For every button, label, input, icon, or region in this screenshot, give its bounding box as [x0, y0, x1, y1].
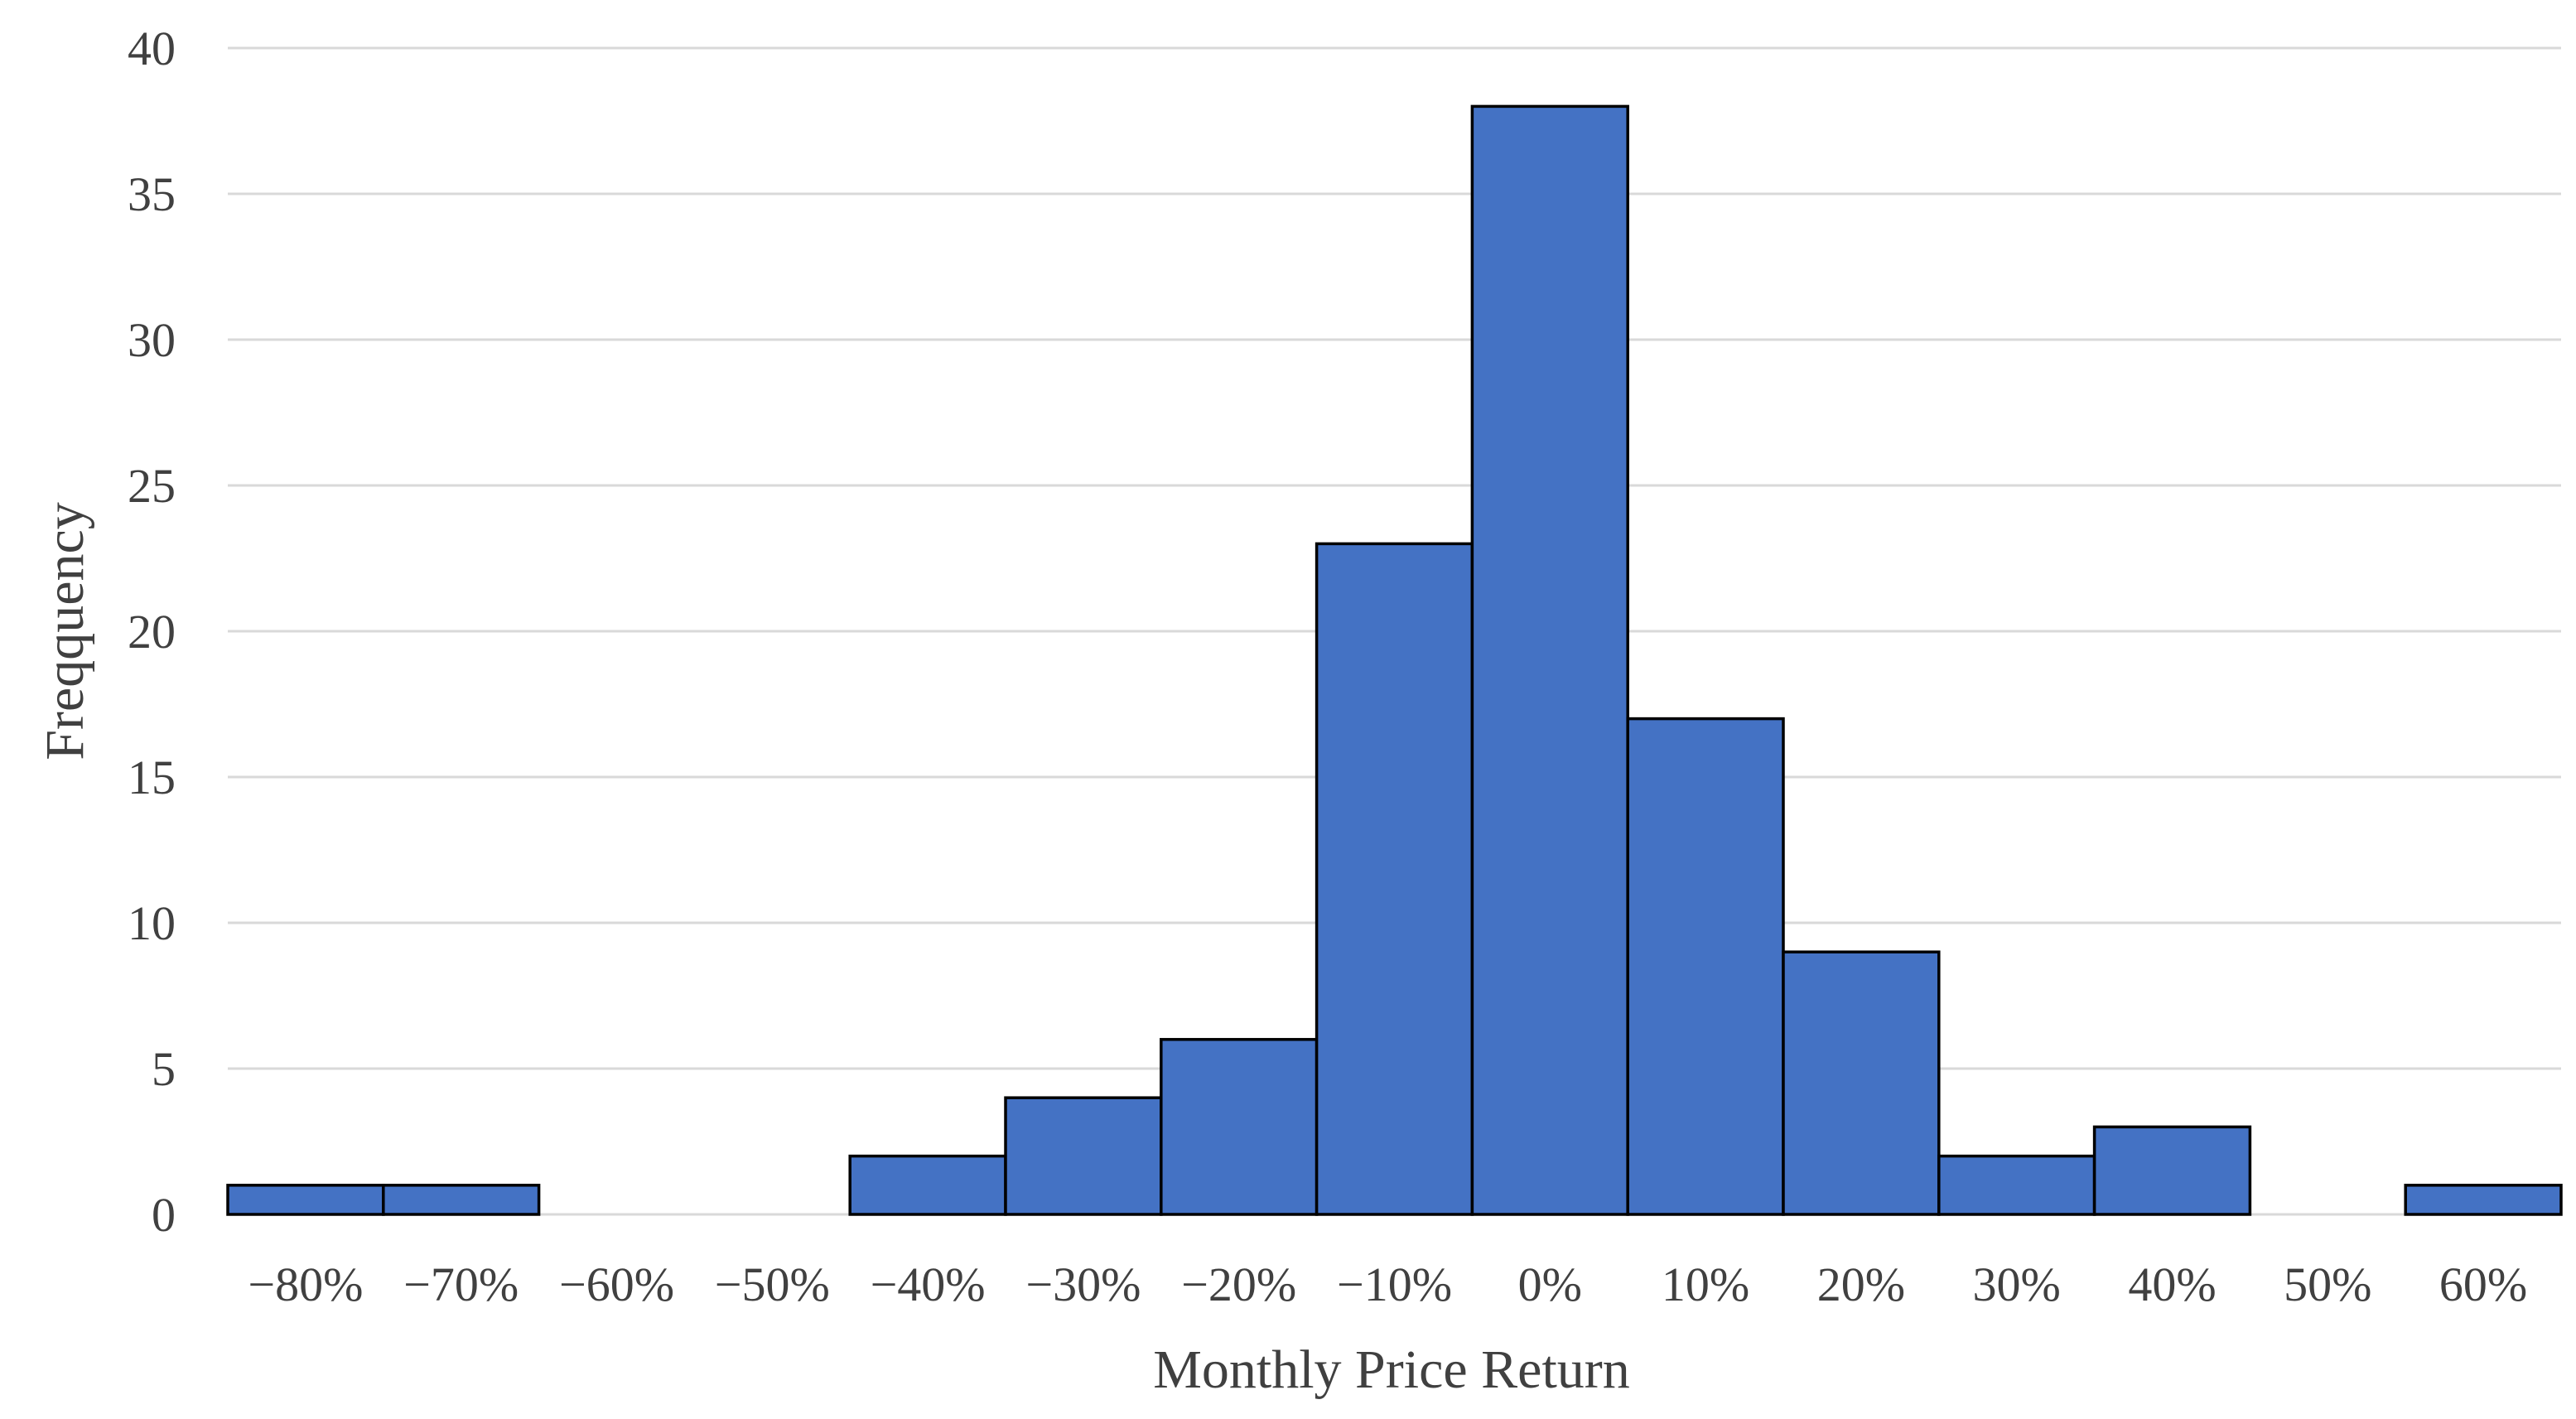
bar — [1160, 1038, 1319, 1216]
bar — [2404, 1184, 2563, 1216]
x-tick-label: 50% — [2284, 1257, 2371, 1311]
bar — [1004, 1096, 1163, 1216]
y-tick-label: 0 — [152, 1188, 176, 1242]
y-tick-label: 15 — [128, 751, 176, 804]
x-tick-label: −60% — [559, 1257, 674, 1311]
x-tick-label: 10% — [1662, 1257, 1749, 1311]
y-tick-label: 5 — [152, 1042, 176, 1096]
bar — [226, 1184, 385, 1216]
x-tick-label: 30% — [1973, 1257, 2061, 1311]
bar — [1937, 1154, 2096, 1216]
bar — [382, 1184, 541, 1216]
y-tick-labels: 0 5 10 15 20 25 30 35 40 — [128, 22, 176, 1242]
x-tick-label: 60% — [2439, 1257, 2527, 1311]
bar — [2092, 1125, 2252, 1216]
y-axis-title: Freqquency — [35, 502, 95, 760]
x-axis-title: Monthly Price Return — [1153, 1339, 1630, 1400]
y-tick-label: 20 — [128, 605, 176, 659]
y-tick-label: 35 — [128, 167, 176, 221]
x-tick-label: −20% — [1181, 1257, 1296, 1311]
y-tick-label: 40 — [128, 22, 176, 75]
bar — [1782, 950, 1941, 1216]
bar — [1315, 542, 1474, 1216]
x-tick-label: −80% — [248, 1257, 363, 1311]
y-tick-label: 10 — [128, 896, 176, 950]
x-tick-label: 0% — [1518, 1257, 1582, 1311]
y-tick-label: 30 — [128, 313, 176, 367]
bar — [1470, 104, 1629, 1216]
x-tick-label: 40% — [2128, 1257, 2216, 1311]
x-tick-label: −50% — [715, 1257, 830, 1311]
bars — [226, 104, 2563, 1216]
x-tick-label: −10% — [1337, 1257, 1452, 1311]
x-tick-label: 20% — [1817, 1257, 1905, 1311]
x-tick-label: −30% — [1025, 1257, 1141, 1311]
x-tick-label: −70% — [403, 1257, 519, 1311]
bar — [1626, 717, 1785, 1216]
y-tick-label: 25 — [128, 459, 176, 513]
bar — [848, 1154, 1007, 1216]
x-tick-labels: −80% −70% −60% −50% −40% −30% −20% −10% 0% 10% 20%… — [248, 1257, 2527, 1311]
x-tick-label: −40% — [871, 1257, 986, 1311]
